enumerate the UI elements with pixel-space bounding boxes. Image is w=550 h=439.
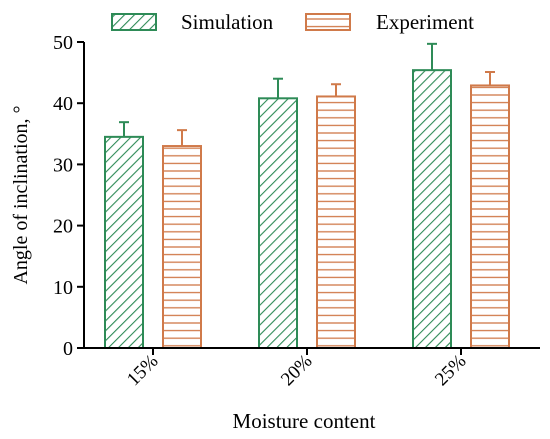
- legend-label-simulation: Simulation: [181, 10, 274, 34]
- y-tick-label-10: 10: [53, 277, 73, 299]
- bar-experiment-1: [316, 95, 356, 349]
- y-tick-label-40: 40: [53, 93, 73, 115]
- legend-swatch-experiment: [305, 13, 351, 31]
- bar-simulation-1: [258, 97, 298, 349]
- x-tick-label-0: 15%: [123, 351, 163, 391]
- error-bar-simulation-1: [273, 77, 283, 99]
- y-tick-label-30: 30: [53, 154, 73, 176]
- legend: Simulation Experiment: [111, 10, 474, 34]
- legend-label-experiment: Experiment: [376, 10, 474, 34]
- legend-item-simulation: Simulation: [111, 10, 274, 34]
- bars-group: [104, 69, 510, 350]
- error-bar-simulation-0: [119, 121, 129, 137]
- bar-simulation-0: [104, 135, 144, 349]
- legend-swatch-simulation: [111, 13, 157, 31]
- bar-experiment-2: [470, 84, 510, 350]
- y-tick-label-0: 0: [63, 338, 73, 360]
- bar-experiment-0: [162, 145, 202, 349]
- x-tick-label-2: 25%: [431, 351, 471, 391]
- error-bars-group: [119, 42, 495, 147]
- y-tick-label-20: 20: [53, 216, 73, 238]
- bar-simulation-2: [412, 69, 452, 349]
- x-tick-label-1: 20%: [277, 351, 317, 391]
- error-bar-experiment-2: [485, 70, 495, 86]
- error-bar-experiment-0: [177, 129, 187, 147]
- x-axis-label: Moisture content: [233, 409, 376, 433]
- legend-item-experiment: Experiment: [305, 10, 474, 34]
- error-bar-simulation-2: [427, 42, 437, 71]
- error-bar-experiment-1: [331, 83, 341, 97]
- y-tick-label-50: 50: [53, 32, 73, 54]
- y-axis-label: Angle of inclination, °: [10, 105, 32, 284]
